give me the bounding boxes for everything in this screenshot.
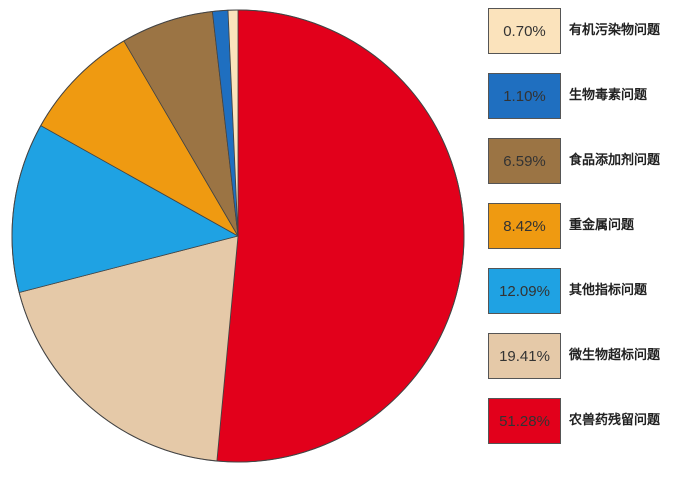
legend-label: 微生物超标问题 xyxy=(569,348,661,363)
legend-item: 19.41% 微生物超标问题 xyxy=(488,333,684,381)
legend-item: 6.59% 食品添加剂问题 xyxy=(488,138,684,186)
legend-label: 重金属问题 xyxy=(569,218,635,233)
legend-label: 农兽药残留问题 xyxy=(569,413,661,428)
legend-swatch-value: 0.70% xyxy=(488,8,561,54)
legend-swatch-value: 19.41% xyxy=(488,333,561,379)
pie-slice-7 xyxy=(216,9,465,463)
legend-label: 生物毒素问题 xyxy=(569,88,648,103)
pie-chart xyxy=(11,9,465,463)
legend-item: 0.70% 有机污染物问题 xyxy=(488,8,684,56)
legend-swatch-value: 1.10% xyxy=(488,73,561,119)
legend-label: 其他指标问题 xyxy=(569,283,648,298)
legend-label: 有机污染物问题 xyxy=(569,23,661,38)
legend-swatch-value: 12.09% xyxy=(488,268,561,314)
legend-item: 1.10% 生物毒素问题 xyxy=(488,73,684,121)
legend-label: 食品添加剂问题 xyxy=(569,153,661,168)
pie-outline xyxy=(11,9,465,463)
legend-item: 51.28% 农兽药残留问题 xyxy=(488,398,684,446)
legend-swatch-value: 8.42% xyxy=(488,203,561,249)
legend-item: 8.42% 重金属问题 xyxy=(488,203,684,251)
legend-item: 12.09% 其他指标问题 xyxy=(488,268,684,316)
legend-swatch-value: 6.59% xyxy=(488,138,561,184)
legend-swatch-value: 51.28% xyxy=(488,398,561,444)
